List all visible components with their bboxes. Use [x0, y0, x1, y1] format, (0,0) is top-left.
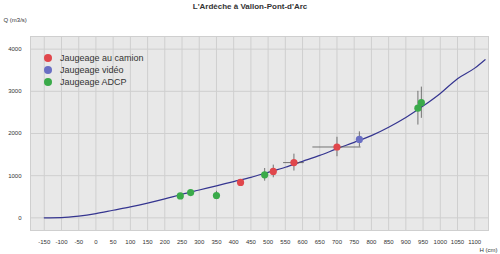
svg-text:650: 650: [315, 239, 326, 245]
svg-text:H (cm): H (cm): [480, 247, 498, 253]
svg-text:4000: 4000: [8, 46, 22, 52]
svg-text:1000: 1000: [434, 239, 448, 245]
svg-text:Q (m3/s): Q (m3/s): [4, 17, 27, 23]
svg-text:550: 550: [280, 239, 291, 245]
svg-text:600: 600: [298, 239, 309, 245]
svg-text:300: 300: [194, 239, 205, 245]
svg-text:200: 200: [160, 239, 171, 245]
svg-text:750: 750: [349, 239, 360, 245]
svg-text:1000: 1000: [8, 173, 22, 179]
svg-text:250: 250: [177, 239, 188, 245]
svg-text:950: 950: [418, 239, 429, 245]
svg-text:100: 100: [125, 239, 136, 245]
svg-text:800: 800: [366, 239, 377, 245]
svg-text:450: 450: [246, 239, 257, 245]
svg-text:500: 500: [263, 239, 274, 245]
html-text:Jaugeage ADCP: Jaugeage ADCP: [60, 77, 127, 87]
svg-text:150: 150: [143, 239, 154, 245]
svg-text:50: 50: [110, 239, 117, 245]
svg-text:-50: -50: [74, 239, 83, 245]
html-text:Jaugeage vidéo: Jaugeage vidéo: [60, 65, 124, 75]
svg-text:-100: -100: [55, 239, 68, 245]
svg-text:350: 350: [211, 239, 222, 245]
svg-text:900: 900: [401, 239, 412, 245]
html-text:L'Ardèche à Vallon-Pont-d'Arc: L'Ardèche à Vallon-Pont-d'Arc: [192, 2, 308, 11]
svg-text:850: 850: [384, 239, 395, 245]
svg-text:0: 0: [18, 215, 22, 221]
html-text:Jaugeage au camion: Jaugeage au camion: [60, 53, 144, 63]
svg-text:3000: 3000: [8, 88, 22, 94]
svg-text:1050: 1050: [451, 239, 465, 245]
svg-text:700: 700: [332, 239, 343, 245]
svg-text:-150: -150: [38, 239, 51, 245]
svg-text:0: 0: [94, 239, 98, 245]
svg-text:400: 400: [229, 239, 240, 245]
svg-text:2000: 2000: [8, 130, 22, 136]
svg-text:1100: 1100: [468, 239, 482, 245]
